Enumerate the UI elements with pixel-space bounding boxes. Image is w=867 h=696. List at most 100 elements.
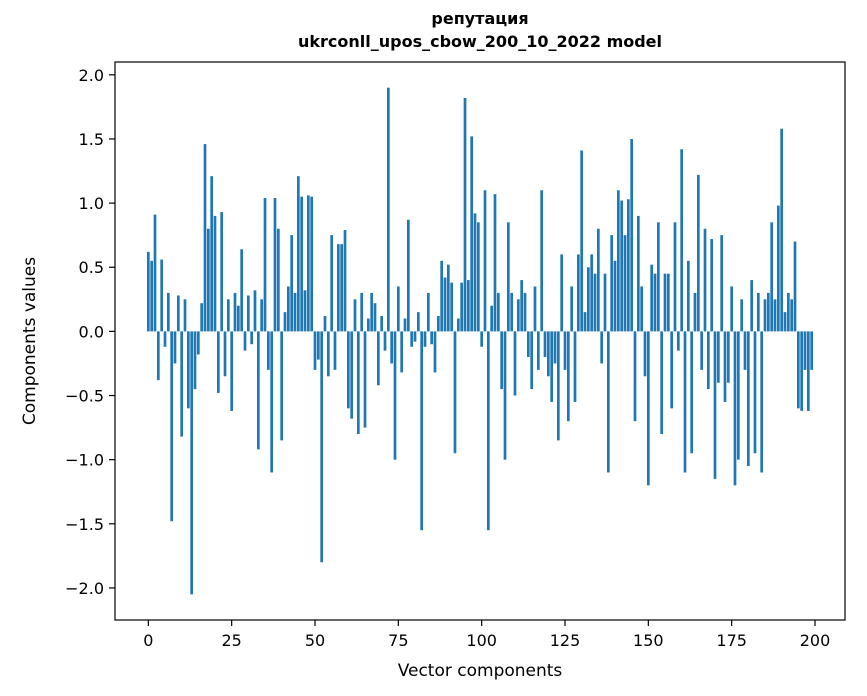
bar bbox=[320, 331, 324, 563]
bar bbox=[763, 299, 767, 332]
bar bbox=[210, 176, 214, 332]
x-axis-label: Vector components bbox=[397, 661, 563, 681]
y-tick-label: 1.5 bbox=[79, 130, 104, 149]
bar bbox=[636, 215, 640, 332]
bar bbox=[783, 312, 787, 332]
bar bbox=[290, 235, 294, 332]
bar bbox=[766, 292, 770, 332]
bar bbox=[253, 290, 257, 332]
bar bbox=[806, 331, 810, 411]
bar bbox=[163, 331, 167, 347]
bar bbox=[470, 136, 474, 332]
bar bbox=[740, 299, 744, 332]
bar bbox=[616, 190, 620, 332]
y-tick-label: −1.5 bbox=[65, 515, 104, 534]
bar bbox=[316, 331, 320, 360]
bar bbox=[596, 228, 600, 332]
bar bbox=[230, 331, 234, 411]
bar bbox=[800, 331, 804, 411]
bar bbox=[713, 331, 717, 479]
bar bbox=[756, 292, 760, 332]
bar bbox=[786, 292, 790, 332]
x-tick-label: 200 bbox=[800, 631, 831, 650]
bar bbox=[433, 331, 437, 373]
bar bbox=[803, 331, 807, 370]
bar bbox=[456, 318, 460, 332]
bar bbox=[356, 331, 360, 434]
bar bbox=[700, 331, 704, 370]
bar bbox=[313, 331, 317, 370]
bar bbox=[370, 292, 374, 332]
bar bbox=[716, 331, 720, 383]
bar bbox=[286, 286, 290, 332]
bar bbox=[240, 249, 244, 332]
bar bbox=[613, 260, 617, 332]
bar bbox=[703, 228, 707, 332]
bar bbox=[256, 331, 260, 450]
bar bbox=[146, 251, 150, 332]
bar bbox=[680, 149, 684, 332]
bar bbox=[443, 277, 447, 332]
bar bbox=[466, 280, 470, 332]
bar bbox=[540, 190, 544, 332]
bar bbox=[330, 235, 334, 332]
bar bbox=[686, 260, 690, 332]
bar bbox=[683, 331, 687, 473]
bar bbox=[580, 150, 584, 332]
bar bbox=[153, 214, 157, 332]
bar bbox=[520, 280, 524, 332]
bar bbox=[260, 299, 264, 332]
bar bbox=[603, 273, 607, 332]
bar bbox=[436, 315, 440, 332]
bar bbox=[633, 331, 637, 422]
bar bbox=[516, 299, 520, 332]
y-axis-label: Components values bbox=[20, 256, 40, 426]
y-tick-label: 0.5 bbox=[79, 258, 104, 277]
x-tick-label: 125 bbox=[550, 631, 581, 650]
bar bbox=[406, 219, 410, 332]
bar bbox=[726, 331, 730, 383]
bar bbox=[600, 331, 604, 364]
bar bbox=[593, 273, 597, 332]
bar bbox=[390, 331, 394, 364]
bar bbox=[523, 292, 527, 332]
bar bbox=[606, 331, 610, 473]
bar bbox=[536, 331, 540, 370]
bar bbox=[366, 318, 370, 332]
bar bbox=[276, 228, 280, 332]
bar bbox=[526, 331, 530, 358]
bar bbox=[513, 331, 517, 396]
bar bbox=[393, 331, 397, 460]
bar bbox=[243, 331, 247, 351]
bar bbox=[646, 331, 650, 486]
bar bbox=[183, 299, 187, 332]
bar bbox=[403, 318, 407, 332]
bar bbox=[283, 312, 287, 332]
bar bbox=[363, 331, 367, 428]
bar bbox=[216, 331, 220, 393]
bar bbox=[490, 305, 494, 332]
bar bbox=[630, 138, 634, 332]
bar bbox=[566, 331, 570, 422]
bar bbox=[560, 254, 564, 332]
bar bbox=[430, 331, 434, 345]
bar bbox=[173, 331, 177, 364]
bar bbox=[543, 331, 547, 358]
bar bbox=[656, 222, 660, 332]
bar bbox=[326, 331, 330, 377]
bar bbox=[553, 331, 557, 364]
bar bbox=[706, 331, 710, 390]
bar bbox=[440, 260, 444, 332]
bar bbox=[186, 331, 190, 409]
y-tick-label: 1.0 bbox=[79, 194, 104, 213]
bar bbox=[373, 303, 377, 332]
bar bbox=[343, 230, 347, 332]
bar bbox=[213, 215, 217, 332]
x-tick-label: 175 bbox=[716, 631, 747, 650]
bar bbox=[663, 273, 667, 332]
chart-title-word: репутация bbox=[431, 9, 529, 28]
bar bbox=[586, 267, 590, 332]
bar bbox=[500, 331, 504, 390]
bar bbox=[170, 331, 174, 522]
